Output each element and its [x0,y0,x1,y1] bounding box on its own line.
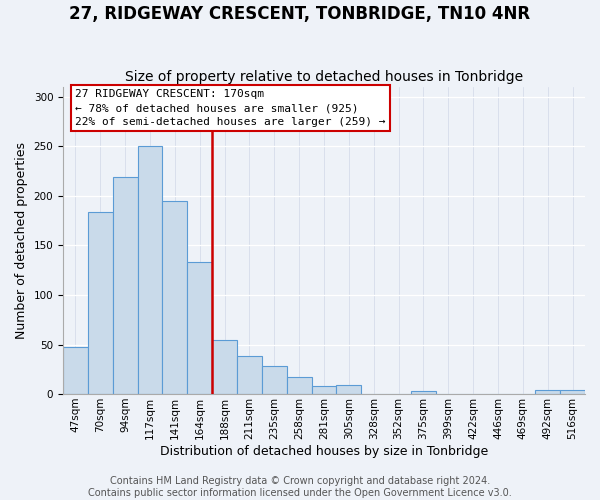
Bar [411,391,436,394]
Bar [113,177,137,394]
Bar [63,348,88,394]
Bar [137,146,163,394]
Bar [187,262,212,394]
Text: 27, RIDGEWAY CRESCENT, TONBRIDGE, TN10 4NR: 27, RIDGEWAY CRESCENT, TONBRIDGE, TN10 4… [70,5,530,23]
Bar [535,390,560,394]
Y-axis label: Number of detached properties: Number of detached properties [15,142,28,339]
Bar [337,385,361,394]
Bar [287,377,311,394]
Title: Size of property relative to detached houses in Tonbridge: Size of property relative to detached ho… [125,70,523,85]
X-axis label: Distribution of detached houses by size in Tonbridge: Distribution of detached houses by size … [160,444,488,458]
Text: Contains HM Land Registry data © Crown copyright and database right 2024.
Contai: Contains HM Land Registry data © Crown c… [88,476,512,498]
Text: 27 RIDGEWAY CRESCENT: 170sqm
← 78% of detached houses are smaller (925)
22% of s: 27 RIDGEWAY CRESCENT: 170sqm ← 78% of de… [76,89,386,127]
Bar [212,340,237,394]
Bar [560,390,585,394]
Bar [163,201,187,394]
Bar [88,212,113,394]
Bar [262,366,287,394]
Bar [237,356,262,394]
Bar [311,386,337,394]
